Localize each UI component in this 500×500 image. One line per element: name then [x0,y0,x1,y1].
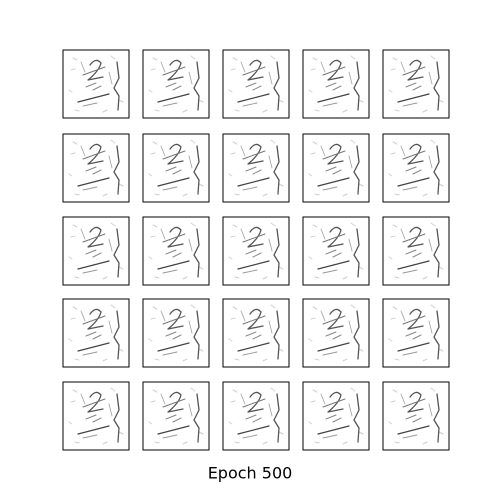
sample-image [389,305,443,361]
sample-tile [142,381,210,451]
sample-tile [142,298,210,368]
tile-frame [382,49,450,119]
sample-image [389,56,443,112]
sample-image [69,388,123,444]
sample-tile [302,216,370,286]
tile-frame [382,298,450,368]
tile-frame [222,49,290,119]
tile-frame [222,133,290,203]
sample-tile [222,381,290,451]
sample-image [229,56,283,112]
tile-frame [142,133,210,203]
caption: Epoch 500 [208,464,293,483]
sample-tile [62,298,130,368]
sample-image [389,388,443,444]
sample-tile [382,133,450,203]
tile-frame [302,133,370,203]
tile-frame [222,381,290,451]
sample-image [69,56,123,112]
sample-tile [62,216,130,286]
sample-image [149,223,203,279]
tile-frame [382,216,450,286]
sample-image [149,56,203,112]
sample-tile [222,298,290,368]
sample-image [149,388,203,444]
sample-tile [302,298,370,368]
tile-frame [62,298,130,368]
tile-frame [302,381,370,451]
sample-image [69,223,123,279]
sample-tile [142,49,210,119]
sample-tile [142,133,210,203]
sample-grid [62,49,450,451]
tile-frame [62,49,130,119]
sample-tile [382,49,450,119]
sample-tile [302,381,370,451]
tile-frame [302,298,370,368]
tile-frame [222,216,290,286]
sample-image [229,140,283,196]
tile-frame [142,381,210,451]
sample-image [389,140,443,196]
tile-frame [302,49,370,119]
sample-image [389,223,443,279]
sample-tile [302,133,370,203]
sample-image [309,305,363,361]
tile-frame [222,298,290,368]
tile-frame [302,216,370,286]
tile-frame [142,49,210,119]
sample-image [309,388,363,444]
sample-image [229,388,283,444]
sample-image [149,140,203,196]
sample-tile [62,49,130,119]
sample-tile [62,381,130,451]
sample-tile [382,216,450,286]
tile-frame [62,216,130,286]
sample-tile [382,381,450,451]
sample-tile [302,49,370,119]
sample-tile [222,133,290,203]
tile-frame [382,381,450,451]
sample-tile [382,298,450,368]
sample-image [229,223,283,279]
sample-image [69,140,123,196]
sample-image [309,56,363,112]
tile-frame [382,133,450,203]
tile-frame [62,381,130,451]
sample-tile [62,133,130,203]
sample-image [309,223,363,279]
sample-image [149,305,203,361]
tile-frame [142,216,210,286]
sample-tile [222,49,290,119]
sample-tile [142,216,210,286]
sample-tile [222,216,290,286]
sample-image [69,305,123,361]
tile-frame [142,298,210,368]
tile-frame [62,133,130,203]
sample-image [229,305,283,361]
sample-image [309,140,363,196]
